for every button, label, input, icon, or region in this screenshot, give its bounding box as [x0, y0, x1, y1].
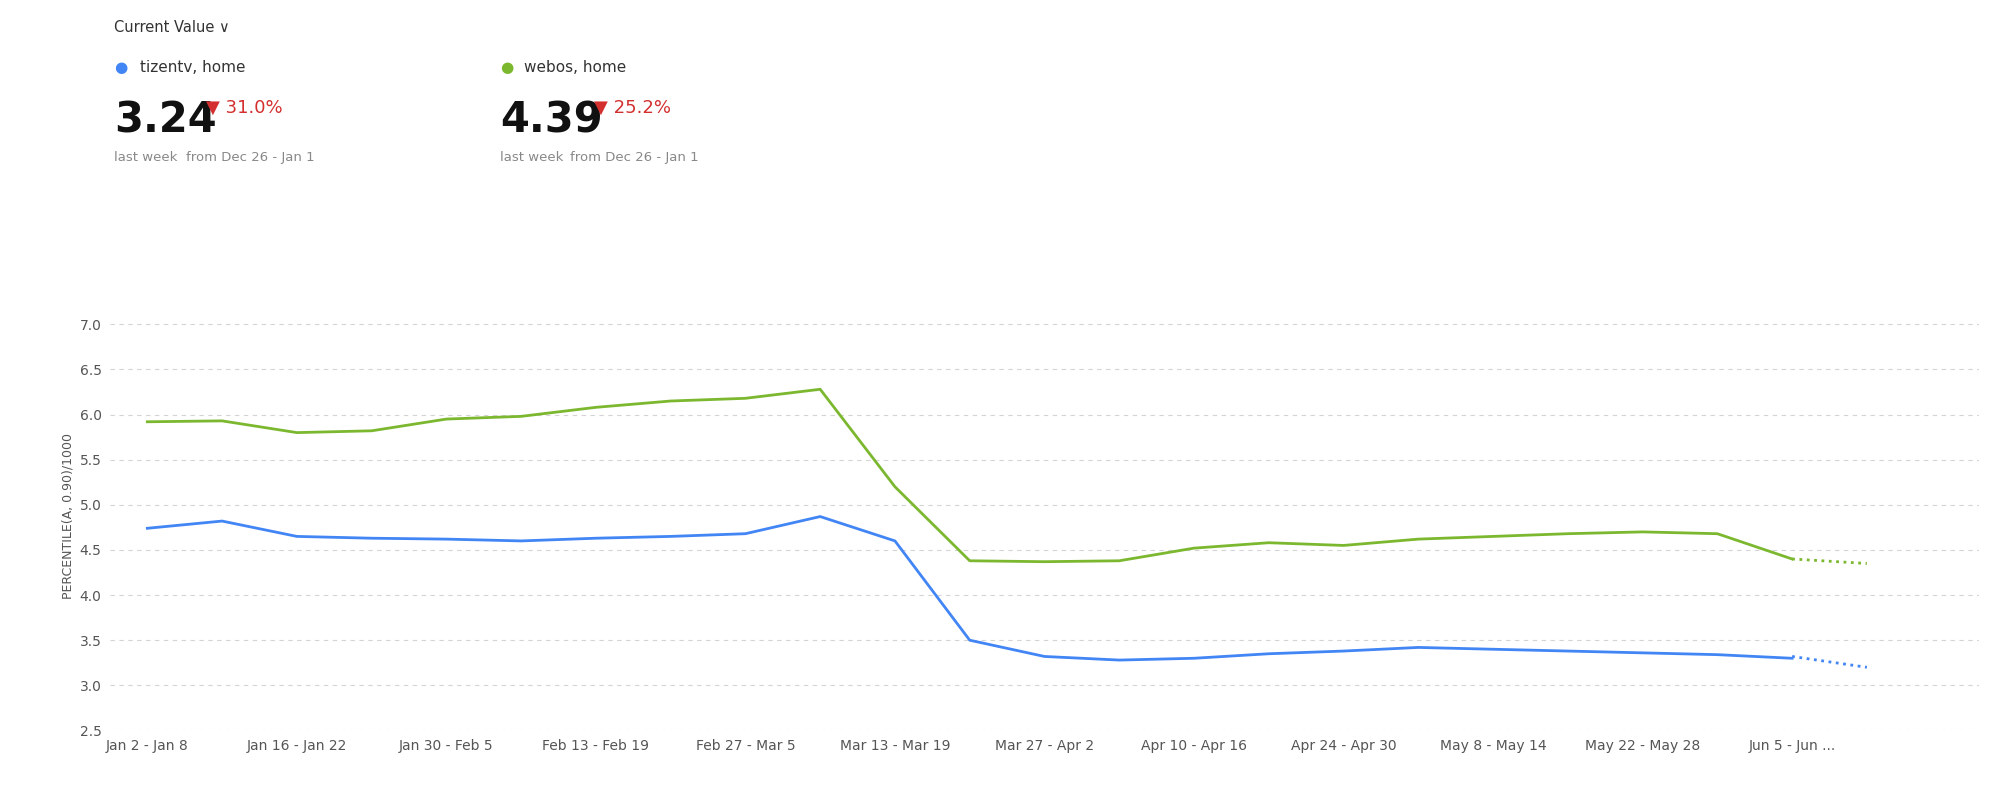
Text: Current Value ∨: Current Value ∨	[114, 20, 230, 35]
Text: 3.24: 3.24	[114, 99, 216, 141]
Text: from Dec 26 - Jan 1: from Dec 26 - Jan 1	[186, 151, 314, 164]
Text: tizentv, home: tizentv, home	[140, 60, 246, 75]
Text: from Dec 26 - Jan 1: from Dec 26 - Jan 1	[569, 151, 697, 164]
Text: 4.39: 4.39	[500, 99, 601, 141]
Y-axis label: PERCENTILE(A, 0.90)/1000: PERCENTILE(A, 0.90)/1000	[62, 433, 74, 599]
Text: ▼ 25.2%: ▼ 25.2%	[593, 99, 671, 118]
Text: ●: ●	[500, 60, 513, 75]
Text: ▼ 31.0%: ▼ 31.0%	[206, 99, 282, 118]
Text: ●: ●	[114, 60, 128, 75]
Text: webos, home: webos, home	[523, 60, 625, 75]
Text: last week: last week	[114, 151, 178, 164]
Text: last week: last week	[500, 151, 563, 164]
